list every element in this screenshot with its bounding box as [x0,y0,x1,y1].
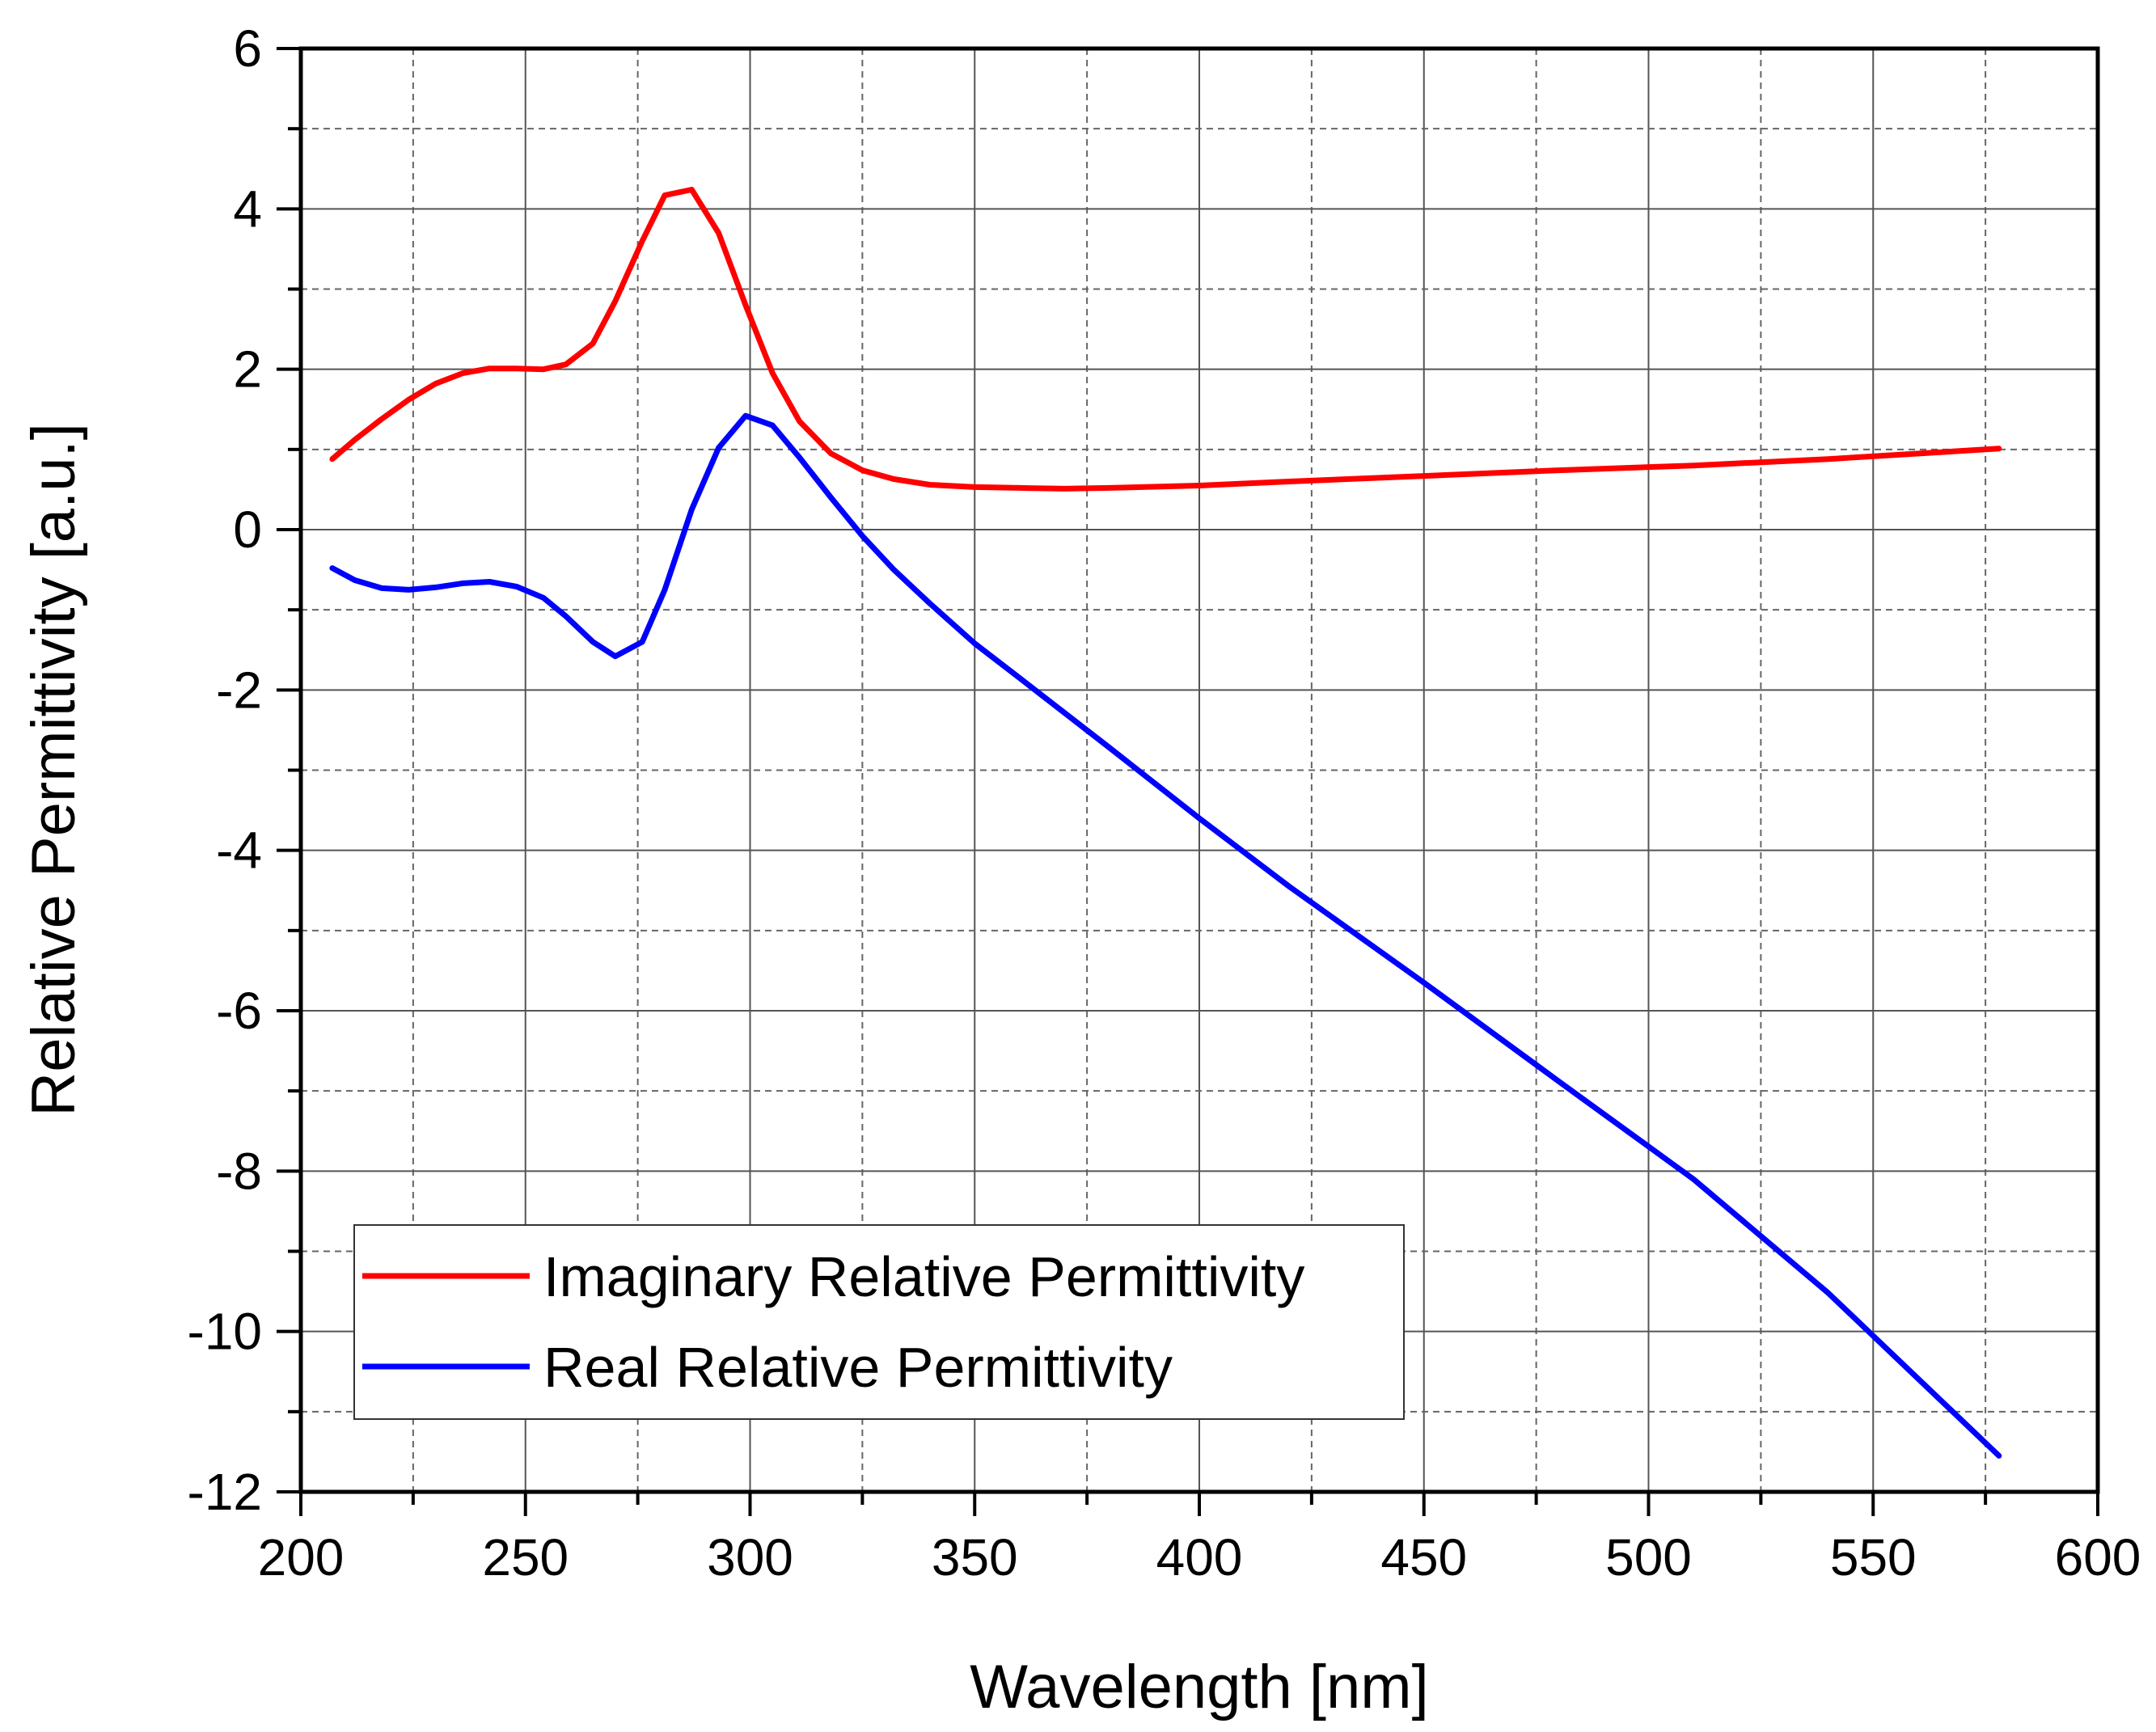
series-line-real [329,412,2002,1459]
data-series [329,187,2002,1459]
series-line-imaginary [329,187,2002,492]
x-tick-label: 350 [932,1528,1018,1586]
y-tick-label: -10 [188,1303,263,1361]
y-axis-title: Relative Permittivity [a.u.] [19,423,88,1116]
x-axis-title: Wavelength [nm] [970,1653,1428,1721]
legend-box [353,1224,1405,1420]
y-tick-label: 4 [233,180,262,238]
x-tick-label: 250 [482,1528,569,1586]
y-tick-label: 2 [233,340,262,399]
axis-ticks: 200 250 300 350 400 450 500 550 600 -12 -10 -8 -6 -4 -… [188,19,2141,1586]
y-tick-label: -12 [188,1463,263,1521]
legend-label-real: Real Relative Permittivity [543,1336,1173,1399]
x-tick-label: 200 [258,1528,345,1586]
legend-label-imaginary: Imaginary Relative Permittivity [543,1245,1304,1308]
y-tick-label: -8 [216,1142,262,1200]
legend: Imaginary Relative Permittivity Real Rel… [353,1224,1405,1420]
y-tick-label: 0 [233,501,262,559]
y-tick-label: 6 [233,19,262,78]
x-tick-label: 300 [707,1528,793,1586]
y-tick-label: -6 [216,982,262,1040]
x-tick-label: 600 [2055,1528,2141,1586]
y-tick-label: -2 [216,661,262,719]
y-tick-label: -4 [216,822,262,880]
x-tick-label: 450 [1380,1528,1467,1586]
x-tick-label: 550 [1830,1528,1917,1586]
x-tick-label: 500 [1605,1528,1692,1586]
x-tick-label: 400 [1156,1528,1243,1586]
